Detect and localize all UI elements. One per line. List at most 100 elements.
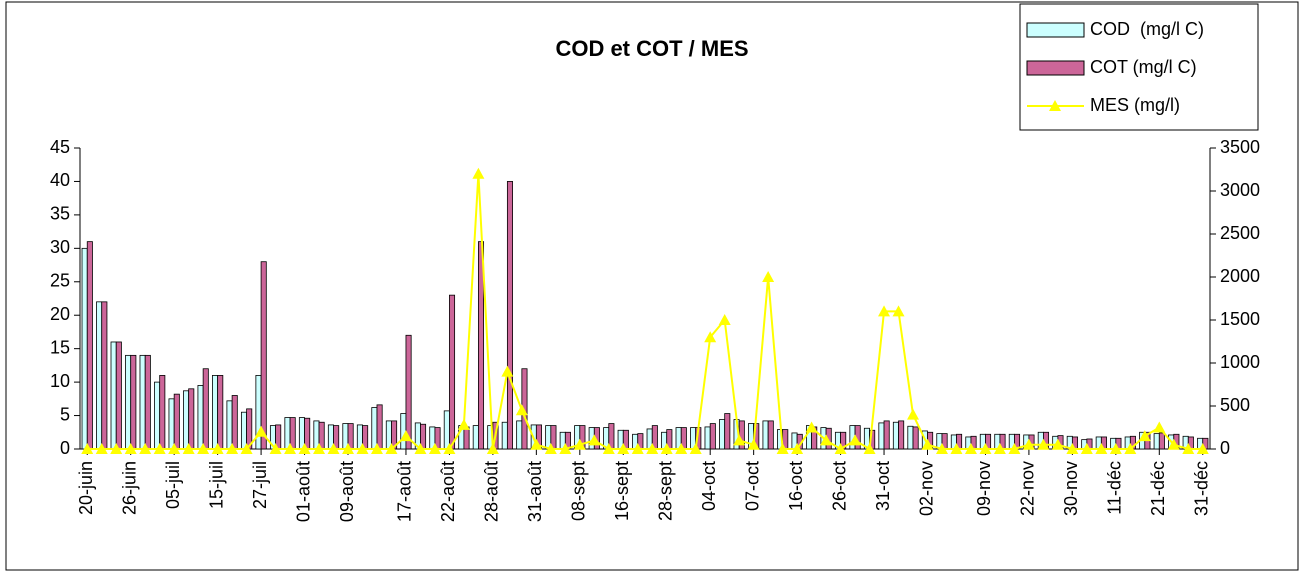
x-tick-label: 07-oct [742,461,762,511]
bar [898,420,905,450]
marker [631,443,644,454]
bar [405,334,412,450]
bar [110,341,117,450]
bar [168,398,175,450]
y-tick-label: 5 [60,404,70,424]
bar [183,390,190,450]
bar [878,422,885,450]
marker [1066,443,1079,454]
marker [182,443,195,454]
y-tick-label: 40 [50,170,70,190]
marker [660,443,673,454]
x-tick-label: 26-oct [829,461,849,511]
marker [892,305,905,317]
legend-label: COD (mg/l C) [1090,19,1204,39]
bar [125,354,132,450]
marker [385,443,398,454]
bar [912,426,919,450]
marker [1095,443,1108,454]
y-tick-label: 15 [50,337,70,357]
marker [805,421,818,433]
marker [1008,443,1021,454]
bar [506,181,513,450]
marker [472,167,485,179]
marker [935,443,948,454]
bar [260,261,267,450]
marker [443,443,456,454]
marker [197,443,210,454]
bar [217,375,224,450]
y2-tick-label: 3000 [1220,180,1260,200]
legend-label: COT (mg/l C) [1090,57,1197,77]
marker [1022,438,1035,450]
x-tick-label: 21-déc [1148,461,1168,516]
y2-tick-label: 3500 [1220,137,1260,157]
x-tick-label: 09-août [337,461,357,522]
marker [124,443,137,454]
bar [144,354,151,450]
x-tick-label: 22-août [438,461,458,522]
bar [724,413,731,450]
bar [892,421,899,450]
marker [95,443,108,454]
marker [573,438,586,450]
x-tick-label: 16-oct [786,461,806,511]
marker [1182,443,1195,454]
marker [646,443,659,454]
x-tick-label: 27-juil [250,461,270,509]
marker [950,443,963,454]
bar [762,420,769,450]
marker [617,443,630,454]
marker [964,443,977,454]
x-tick-label: 01-août [293,461,313,522]
bar [1158,432,1165,450]
marker [878,305,891,317]
x-tick-label: 15-juil [206,461,226,509]
marker [298,443,311,454]
bar [86,241,93,450]
y2-tick-label: 500 [1220,395,1250,415]
marker [733,434,746,446]
bar [704,426,711,450]
x-tick-label: 31-oct [873,461,893,511]
marker [1138,430,1151,442]
marker [226,443,239,454]
marker [414,443,427,454]
marker [559,443,572,454]
x-tick-label: 16-sept [612,461,632,521]
bar [516,420,523,450]
y2-tick-label: 1000 [1220,352,1260,372]
marker [602,443,615,454]
bar [197,385,204,450]
marker [1051,438,1064,450]
marker [255,425,268,437]
marker [689,443,702,454]
marker [240,443,253,454]
bar [154,381,161,450]
marker [588,434,601,446]
marker [1037,438,1050,450]
marker [313,443,326,454]
marker [791,443,804,454]
marker [993,443,1006,454]
marker [762,271,775,282]
x-tick-label: 28-sept [655,461,675,521]
marker [1124,443,1137,454]
legend-label: MES (mg/l) [1090,95,1180,115]
legend-marker [1049,100,1061,111]
marker [544,443,557,454]
x-tick-label: 09-nov [974,461,994,516]
marker [515,404,528,416]
bar [96,301,103,450]
bar [443,410,450,450]
bar [130,354,137,450]
marker [370,443,383,454]
marker [211,443,224,454]
marker [428,443,441,454]
marker [1196,443,1209,454]
bar [371,407,378,450]
marker [284,443,297,454]
marker [530,438,543,450]
marker [1109,443,1122,454]
